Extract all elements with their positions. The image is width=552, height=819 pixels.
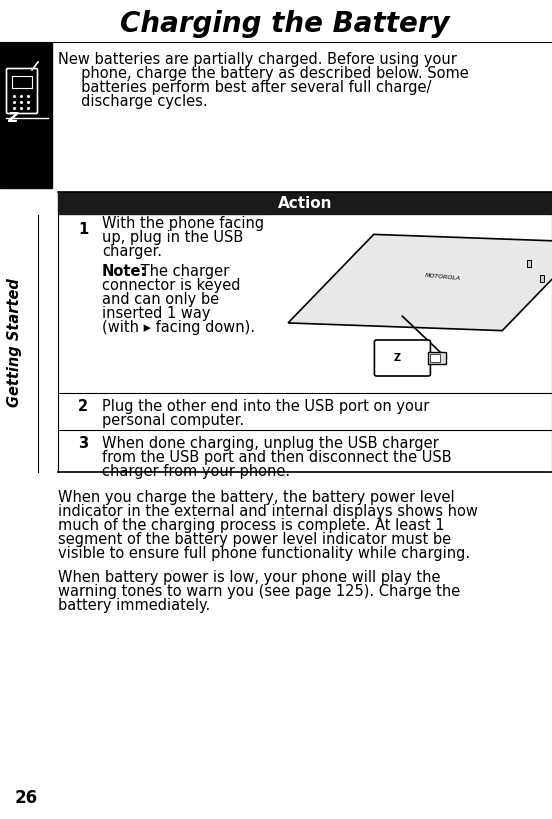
Text: Z: Z: [394, 353, 401, 363]
Text: 26: 26: [15, 789, 38, 807]
Bar: [428, 351, 447, 364]
Text: phone, charge the battery as described below. Some: phone, charge the battery as described b…: [58, 66, 469, 81]
Text: up, plug in the USB: up, plug in the USB: [102, 230, 243, 245]
Text: MOTOROLA: MOTOROLA: [425, 274, 461, 282]
FancyBboxPatch shape: [374, 340, 431, 376]
Text: z: z: [7, 108, 18, 126]
Text: The charger: The charger: [136, 264, 229, 279]
Polygon shape: [288, 234, 552, 331]
Text: battery immediately.: battery immediately.: [58, 598, 210, 613]
Text: (with ▸ facing down).: (with ▸ facing down).: [102, 320, 255, 335]
Bar: [12, 76, 32, 88]
Text: from the USB port and then disconnect the USB: from the USB port and then disconnect th…: [102, 450, 452, 465]
Text: 3: 3: [78, 436, 88, 451]
Text: With the phone facing: With the phone facing: [102, 216, 264, 231]
Text: warning tones to warn you (see page 125). Charge the: warning tones to warn you (see page 125)…: [58, 584, 460, 599]
Text: charger.: charger.: [102, 244, 162, 259]
Text: Plug the other end into the USB port on your: Plug the other end into the USB port on …: [102, 399, 429, 414]
Bar: [270, 216, 550, 391]
Text: Charging the Battery: Charging the Battery: [120, 10, 450, 38]
Text: Getting Started: Getting Started: [8, 278, 23, 407]
Text: personal computer.: personal computer.: [102, 413, 244, 428]
Bar: [540, 274, 544, 282]
Bar: [527, 260, 531, 267]
Text: segment of the battery power level indicator must be: segment of the battery power level indic…: [58, 532, 451, 547]
Text: indicator in the external and internal displays shows how: indicator in the external and internal d…: [58, 504, 478, 519]
Text: and can only be: and can only be: [102, 292, 219, 307]
Text: 2: 2: [78, 399, 88, 414]
Text: New batteries are partially charged. Before using your: New batteries are partially charged. Bef…: [58, 52, 457, 67]
Text: discharge cycles.: discharge cycles.: [58, 94, 208, 109]
Bar: [0, 43, 52, 188]
Text: inserted 1 way: inserted 1 way: [102, 306, 210, 321]
Text: When battery power is low, your phone will play the: When battery power is low, your phone wi…: [58, 570, 440, 585]
Text: 1: 1: [78, 222, 88, 237]
Text: Note:: Note:: [102, 264, 147, 279]
Text: much of the charging process is complete. At least 1: much of the charging process is complete…: [58, 518, 444, 533]
Bar: [58, 192, 552, 214]
Text: When you charge the battery, the battery power level: When you charge the battery, the battery…: [58, 490, 455, 505]
Text: batteries perform best after several full charge/: batteries perform best after several ful…: [58, 80, 431, 95]
Text: Action: Action: [278, 196, 332, 210]
Text: connector is keyed: connector is keyed: [102, 278, 241, 293]
Bar: [431, 354, 440, 362]
Text: charger from your phone.: charger from your phone.: [102, 464, 290, 479]
Text: visible to ensure full phone functionality while charging.: visible to ensure full phone functionali…: [58, 546, 470, 561]
Text: When done charging, unplug the USB charger: When done charging, unplug the USB charg…: [102, 436, 439, 451]
